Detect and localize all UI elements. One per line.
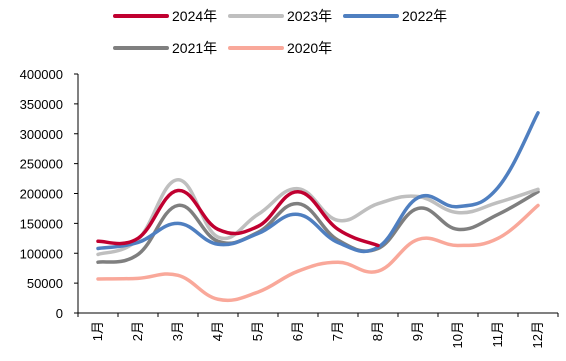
- x-tick-label: 9月: [410, 321, 425, 341]
- y-tick-label: 400000: [20, 67, 63, 82]
- x-tick-label: 5月: [250, 321, 265, 341]
- x-tick-label: 2月: [130, 321, 145, 341]
- x-tick-label: 12月: [530, 321, 545, 348]
- y-tick-label: 100000: [20, 246, 63, 261]
- legend-item: 2023年: [228, 8, 332, 24]
- series-lines: [96, 111, 540, 303]
- y-tick-label: 250000: [20, 157, 63, 172]
- legend-label: 2024年: [172, 8, 217, 24]
- y-tick-label: 150000: [20, 216, 63, 231]
- series-line-2023年: [96, 178, 540, 257]
- x-tick-label: 8月: [370, 321, 385, 341]
- y-tick-label: 0: [56, 306, 63, 321]
- x-tick-label: 7月: [330, 321, 345, 341]
- legend-label: 2020年: [287, 40, 332, 56]
- series-line-2021年: [96, 189, 540, 264]
- legend: 2024年 2023年 2022年 2021年 2020年: [113, 8, 447, 56]
- x-tick-label: 4月: [210, 321, 225, 341]
- series-line-2024年: [96, 188, 380, 248]
- x-tick-label: 3月: [170, 321, 185, 341]
- x-tick-label: 1月: [90, 321, 105, 341]
- x-tick-label: 6月: [290, 321, 305, 341]
- legend-label: 2023年: [287, 8, 332, 24]
- axes: 0 50000 100000 150000 200000 250000 300000 3500…: [20, 67, 559, 348]
- y-tick-label: 350000: [20, 97, 63, 112]
- legend-item: 2022年: [343, 8, 447, 24]
- x-tick-label: 11月: [490, 321, 505, 348]
- series-line-2022年: [96, 111, 540, 254]
- y-tick-label: 200000: [20, 187, 63, 202]
- y-tick-label: 50000: [27, 276, 63, 291]
- legend-item: 2024年: [113, 8, 217, 24]
- x-tick-label: 10月: [450, 321, 465, 348]
- legend-label: 2022年: [402, 8, 447, 24]
- legend-label: 2021年: [172, 40, 217, 56]
- legend-item: 2020年: [228, 40, 332, 56]
- series-line-2020年: [96, 203, 540, 303]
- legend-item: 2021年: [113, 40, 217, 56]
- y-tick-label: 300000: [20, 127, 63, 142]
